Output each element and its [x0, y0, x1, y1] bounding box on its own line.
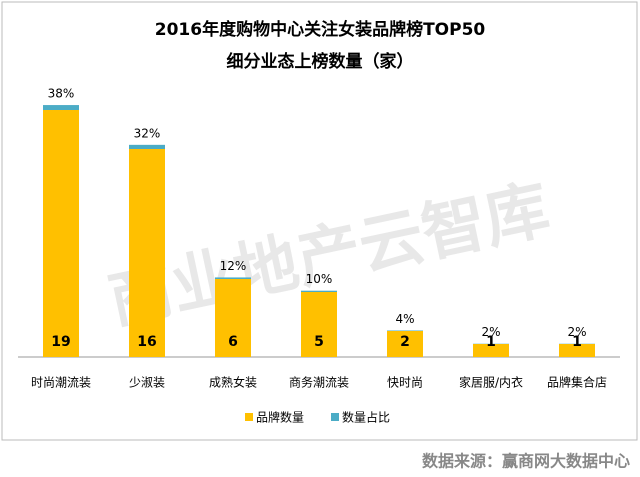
bar	[301, 290, 337, 292]
bar	[129, 144, 165, 149]
data-label: 12%	[220, 259, 247, 273]
chart-subtitle: 细分业态上榜数量（家）	[227, 51, 414, 72]
data-label: 4%	[395, 312, 414, 326]
x-tick-label: 商务潮流装	[289, 375, 349, 390]
data-label: 2%	[567, 325, 586, 339]
data-label: 16	[137, 334, 156, 350]
bar	[43, 105, 79, 110]
legend-swatch	[245, 413, 253, 421]
bar	[473, 344, 509, 357]
data-label: 32%	[134, 126, 161, 140]
x-tick-label: 家居服/内衣	[459, 375, 523, 390]
data-label: 19	[51, 334, 70, 350]
bar	[387, 331, 423, 357]
chart-frame	[1, 1, 638, 441]
data-label: 5	[314, 334, 324, 350]
legend-label: 品牌数量	[256, 410, 304, 425]
x-tick-label: 时尚潮流装	[31, 375, 91, 390]
data-label: 1	[486, 334, 496, 350]
bar	[387, 330, 423, 331]
source: 数据来源：赢商网大数据中心	[422, 452, 630, 471]
data-label: 38%	[48, 87, 75, 101]
bar	[129, 149, 165, 357]
bar	[215, 277, 251, 279]
data-label: 10%	[306, 272, 333, 286]
legend-swatch	[331, 413, 339, 421]
x-tick-label: 少淑装	[129, 376, 165, 390]
data-label: 6	[228, 334, 238, 350]
data-label: 1	[572, 334, 582, 350]
data-label: 2%	[481, 325, 500, 339]
x-tick-label: 快时尚	[387, 376, 423, 390]
bar	[215, 279, 251, 357]
bar	[43, 110, 79, 357]
legend-label: 数量占比	[342, 410, 390, 425]
chart-title: 2016年度购物中心关注女装品牌榜TOP50	[155, 19, 486, 40]
bar	[301, 292, 337, 357]
data-label: 2	[400, 334, 410, 350]
bar	[559, 344, 595, 357]
x-tick-label: 品牌集合店	[547, 375, 607, 390]
x-tick-label: 成熟女装	[209, 375, 257, 390]
